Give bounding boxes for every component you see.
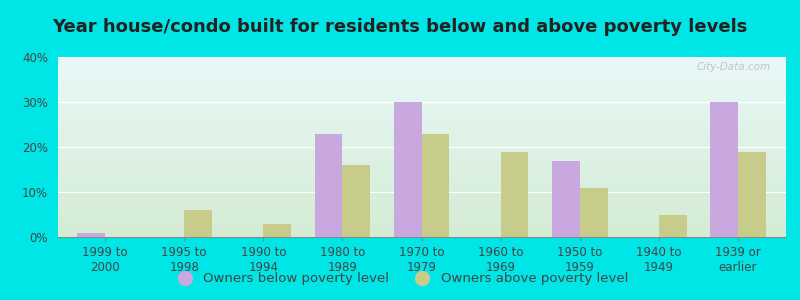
Bar [710,102,738,237]
Bar [501,152,529,237]
Bar [580,188,607,237]
Text: Year house/condo built for residents below and above poverty levels: Year house/condo built for residents bel… [52,18,748,36]
Bar [659,214,686,237]
Legend: Owners below poverty level, Owners above poverty level: Owners below poverty level, Owners above… [166,267,634,290]
Bar [552,160,580,237]
Bar [184,210,212,237]
Bar [422,134,450,237]
Text: City-Data.com: City-Data.com [697,62,771,72]
Bar [78,232,105,237]
Bar [342,165,370,237]
Bar [314,134,342,237]
Bar [738,152,766,237]
Bar [263,224,291,237]
Bar [394,102,422,237]
